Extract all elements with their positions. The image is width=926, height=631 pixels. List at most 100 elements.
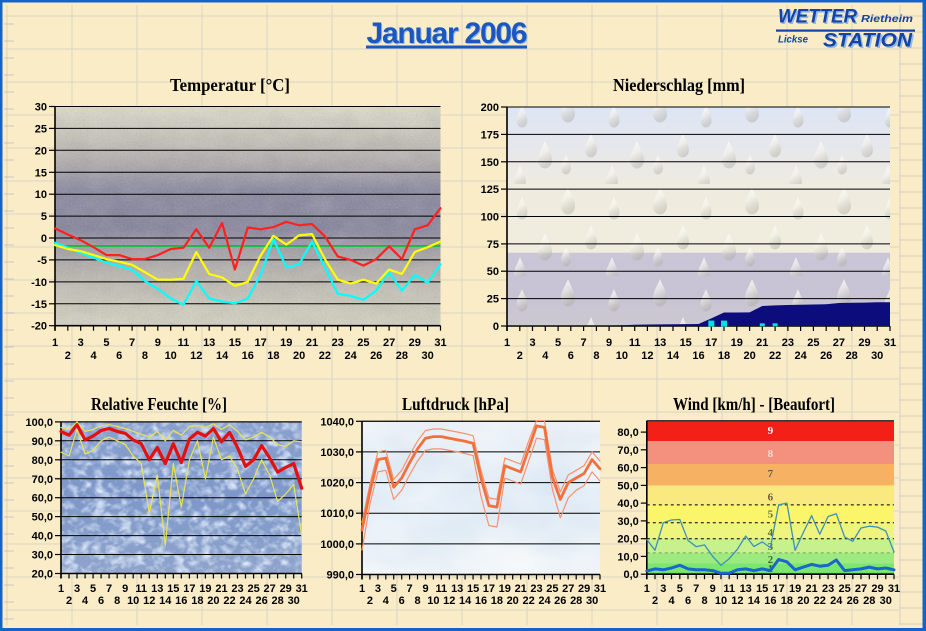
svg-text:13: 13 <box>451 583 463 595</box>
svg-text:20: 20 <box>207 595 219 607</box>
svg-text:1: 1 <box>58 583 64 595</box>
svg-text:4: 4 <box>82 595 89 607</box>
svg-text:175: 175 <box>481 129 499 141</box>
svg-text:15: 15 <box>229 337 241 349</box>
svg-text:6: 6 <box>768 491 774 503</box>
svg-text:15: 15 <box>756 583 768 595</box>
svg-text:29: 29 <box>578 583 590 595</box>
svg-text:30: 30 <box>586 595 598 607</box>
svg-text:20: 20 <box>35 145 47 157</box>
svg-text:18: 18 <box>781 595 793 607</box>
svg-text:-5: -5 <box>37 255 47 267</box>
svg-text:31: 31 <box>296 583 308 595</box>
svg-text:20: 20 <box>797 595 809 607</box>
svg-text:17: 17 <box>183 583 195 595</box>
svg-text:10,0: 10,0 <box>617 551 638 563</box>
svg-text:30: 30 <box>288 595 300 607</box>
svg-text:8: 8 <box>142 350 148 362</box>
svg-text:21: 21 <box>756 337 768 349</box>
svg-text:STATION: STATION <box>823 31 913 52</box>
svg-text:20: 20 <box>293 350 305 362</box>
svg-text:27: 27 <box>562 583 574 595</box>
svg-text:10: 10 <box>427 595 439 607</box>
svg-text:22: 22 <box>223 595 235 607</box>
svg-text:8: 8 <box>701 595 707 607</box>
svg-text:23: 23 <box>332 337 344 349</box>
svg-text:10: 10 <box>715 595 727 607</box>
svg-text:9: 9 <box>768 425 774 437</box>
svg-text:30,0: 30,0 <box>617 516 638 528</box>
svg-text:5: 5 <box>391 583 397 595</box>
svg-text:23: 23 <box>231 583 243 595</box>
svg-text:3: 3 <box>529 337 535 349</box>
svg-text:9: 9 <box>710 583 716 595</box>
svg-text:80,0: 80,0 <box>617 427 638 439</box>
svg-text:1040,0: 1040,0 <box>320 416 354 428</box>
svg-text:70,0: 70,0 <box>617 445 638 457</box>
svg-text:10: 10 <box>616 350 628 362</box>
svg-text:3: 3 <box>78 337 84 349</box>
svg-text:3: 3 <box>660 583 666 595</box>
svg-text:4: 4 <box>383 595 390 607</box>
svg-text:5: 5 <box>90 583 96 595</box>
svg-text:25: 25 <box>487 294 499 306</box>
svg-text:22: 22 <box>769 350 781 362</box>
svg-text:60,0: 60,0 <box>617 463 638 475</box>
svg-text:Wind [km/h] - [Beaufort]: Wind [km/h] - [Beaufort] <box>673 394 835 414</box>
svg-text:13: 13 <box>740 583 752 595</box>
svg-text:5: 5 <box>677 583 683 595</box>
svg-text:50: 50 <box>487 266 499 278</box>
svg-text:19: 19 <box>280 337 292 349</box>
svg-text:1000,0: 1000,0 <box>320 539 354 551</box>
svg-text:11: 11 <box>178 337 190 349</box>
svg-text:6: 6 <box>685 595 691 607</box>
svg-text:21: 21 <box>805 583 817 595</box>
svg-text:15: 15 <box>680 337 692 349</box>
svg-text:6: 6 <box>399 595 405 607</box>
svg-text:40,0: 40,0 <box>32 531 53 543</box>
svg-text:14: 14 <box>159 595 172 607</box>
svg-text:26: 26 <box>255 595 267 607</box>
svg-text:15: 15 <box>35 167 47 179</box>
svg-text:14: 14 <box>748 595 761 607</box>
svg-text:5: 5 <box>103 337 109 349</box>
svg-text:1: 1 <box>504 337 510 349</box>
svg-text:25: 25 <box>247 583 259 595</box>
svg-text:9: 9 <box>155 337 161 349</box>
svg-text:11: 11 <box>135 583 147 595</box>
svg-text:16: 16 <box>242 350 254 362</box>
svg-text:25: 25 <box>838 583 850 595</box>
svg-text:24: 24 <box>794 350 807 362</box>
svg-text:21: 21 <box>215 583 227 595</box>
svg-text:Relative Feuchte [%]: Relative Feuchte [%] <box>91 394 227 414</box>
svg-text:27: 27 <box>855 583 867 595</box>
svg-text:27: 27 <box>263 583 275 595</box>
svg-text:-20: -20 <box>31 321 47 333</box>
svg-text:6: 6 <box>568 350 574 362</box>
svg-text:27: 27 <box>383 337 395 349</box>
svg-text:60,0: 60,0 <box>32 493 53 505</box>
svg-text:9: 9 <box>422 583 428 595</box>
svg-text:14: 14 <box>216 350 229 362</box>
svg-text:80,0: 80,0 <box>32 455 53 467</box>
svg-text:12: 12 <box>443 595 455 607</box>
svg-text:0: 0 <box>41 233 47 245</box>
svg-text:75: 75 <box>487 239 499 251</box>
svg-text:24: 24 <box>344 350 357 362</box>
svg-text:18: 18 <box>191 595 203 607</box>
svg-text:29: 29 <box>409 337 421 349</box>
svg-text:23: 23 <box>782 337 794 349</box>
svg-text:17: 17 <box>705 337 717 349</box>
svg-text:11: 11 <box>723 583 735 595</box>
svg-text:21: 21 <box>515 583 527 595</box>
svg-text:30: 30 <box>421 350 433 362</box>
svg-text:1: 1 <box>644 583 650 595</box>
svg-text:31: 31 <box>594 583 606 595</box>
svg-text:24: 24 <box>538 595 551 607</box>
svg-text:WETTER: WETTER <box>778 7 857 28</box>
svg-text:31: 31 <box>884 337 896 349</box>
svg-text:18: 18 <box>718 350 730 362</box>
svg-text:13: 13 <box>654 337 666 349</box>
svg-text:25: 25 <box>35 123 47 135</box>
svg-text:12: 12 <box>190 350 202 362</box>
